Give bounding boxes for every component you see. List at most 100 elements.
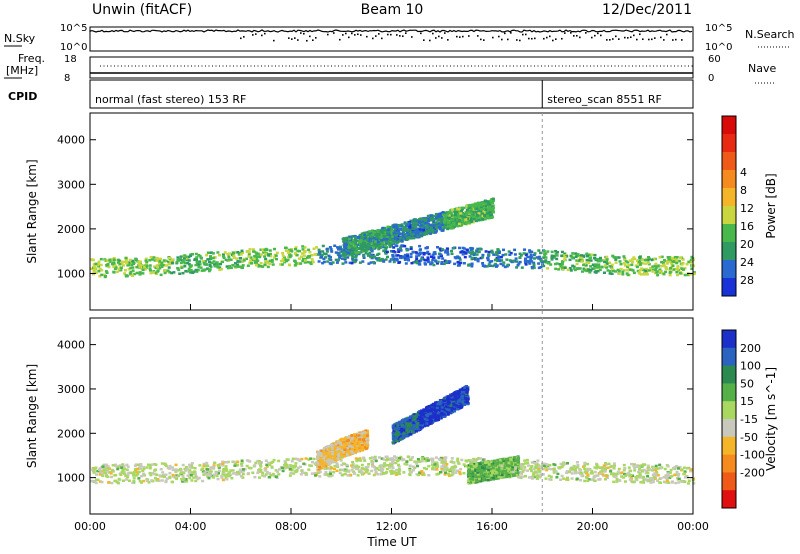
rti-cell — [427, 219, 431, 223]
rti-cell — [420, 233, 424, 237]
rti-cell — [221, 464, 225, 467]
rti-cell — [458, 472, 462, 476]
rti-cell — [293, 264, 297, 267]
rti-cell — [632, 256, 636, 259]
nsearch-dot — [261, 34, 263, 37]
rti-cell — [458, 246, 461, 250]
rti-cell — [476, 247, 480, 251]
rti-cell — [263, 263, 267, 266]
nsearch-dot — [663, 39, 665, 41]
rti-cell — [131, 266, 135, 269]
rti-cell — [226, 266, 230, 270]
rti-cell — [545, 463, 549, 466]
rti-cell — [343, 252, 347, 256]
rti-cell — [480, 208, 484, 211]
rti-cell — [608, 269, 612, 273]
rti-cell — [411, 224, 415, 227]
rti-cell — [371, 246, 375, 249]
rti-cell — [617, 467, 621, 471]
rti-cell — [550, 256, 554, 259]
colorbar-swatch — [722, 170, 736, 189]
rti-cell — [333, 467, 336, 471]
rti-cell — [555, 254, 559, 257]
rti-cell — [216, 477, 220, 481]
rti-cell — [583, 464, 587, 467]
rti-cell — [176, 256, 180, 259]
rti-cell — [443, 217, 447, 220]
rti-cell — [651, 265, 655, 268]
rti-cell — [347, 469, 351, 472]
rti-cell — [462, 217, 466, 221]
rti-cell — [241, 251, 245, 255]
rti-cell — [284, 466, 288, 469]
rti-cell — [384, 471, 388, 475]
rti-cell — [434, 214, 438, 218]
rti-cell — [655, 271, 659, 274]
rti-cell — [476, 210, 480, 213]
rti-cell — [94, 271, 97, 274]
nsearch-tick-top: 10^5 — [705, 23, 732, 34]
rti-cell — [164, 264, 168, 267]
rti-cell — [610, 272, 614, 275]
rti-cell — [377, 235, 381, 238]
rti-cell — [188, 466, 192, 469]
rti-cell — [93, 480, 97, 483]
rti-cell — [366, 243, 370, 246]
rti-cell — [432, 256, 435, 259]
nsky-trace — [89, 29, 693, 33]
rti-cell — [688, 272, 692, 276]
rti-cell — [438, 215, 442, 218]
rti-cell — [446, 227, 450, 230]
rti-cell — [600, 470, 604, 473]
rti-cell — [609, 472, 613, 476]
rti-cell — [144, 266, 148, 270]
rti-cell — [347, 244, 350, 247]
rti-cell — [436, 465, 440, 468]
rti-cell — [617, 270, 621, 273]
rti-cell — [526, 461, 530, 465]
rti-cell — [560, 474, 564, 478]
rti-cell — [232, 256, 236, 259]
rti-cell — [135, 271, 139, 275]
rti-cell — [159, 273, 163, 277]
rti-cell — [269, 254, 273, 258]
rti-cell — [285, 463, 289, 467]
rti-cell — [559, 462, 563, 466]
rti-cell — [351, 460, 355, 464]
rti-cell — [440, 214, 444, 218]
rti-cell — [362, 243, 366, 247]
rti-cell — [391, 241, 395, 244]
rti-cell — [663, 467, 667, 471]
rti-cell — [405, 231, 409, 235]
rti-cell — [468, 212, 471, 215]
rti-cell — [171, 261, 174, 265]
rti-cell — [221, 260, 224, 264]
rti-cell — [549, 475, 553, 478]
rti-cell — [148, 471, 152, 475]
nsearch-dot — [390, 33, 392, 36]
rti-cell — [374, 459, 378, 463]
rti-cell — [668, 268, 672, 271]
rti-cell — [198, 263, 202, 266]
rti-cell — [311, 460, 314, 464]
rti-cell — [298, 249, 301, 253]
rti-cell — [441, 257, 445, 260]
rti-cell — [662, 263, 666, 266]
rti-cell — [224, 258, 228, 262]
rti-cell — [294, 262, 298, 265]
rti-cell — [222, 468, 226, 471]
rti-cell — [450, 252, 454, 256]
rti-cell — [638, 263, 642, 267]
nsearch-dot — [483, 39, 485, 41]
rti-cell — [386, 228, 390, 231]
rti-cell — [654, 268, 658, 272]
rti-cell — [539, 475, 543, 478]
rti-cell — [280, 259, 284, 263]
rti-cell — [683, 273, 687, 277]
rti-cell — [649, 268, 653, 271]
rti-cell — [386, 231, 389, 234]
rti-cell — [125, 478, 128, 481]
rti-cell — [143, 268, 147, 271]
nsearch-dot — [516, 39, 518, 41]
rti-cell — [380, 469, 384, 472]
